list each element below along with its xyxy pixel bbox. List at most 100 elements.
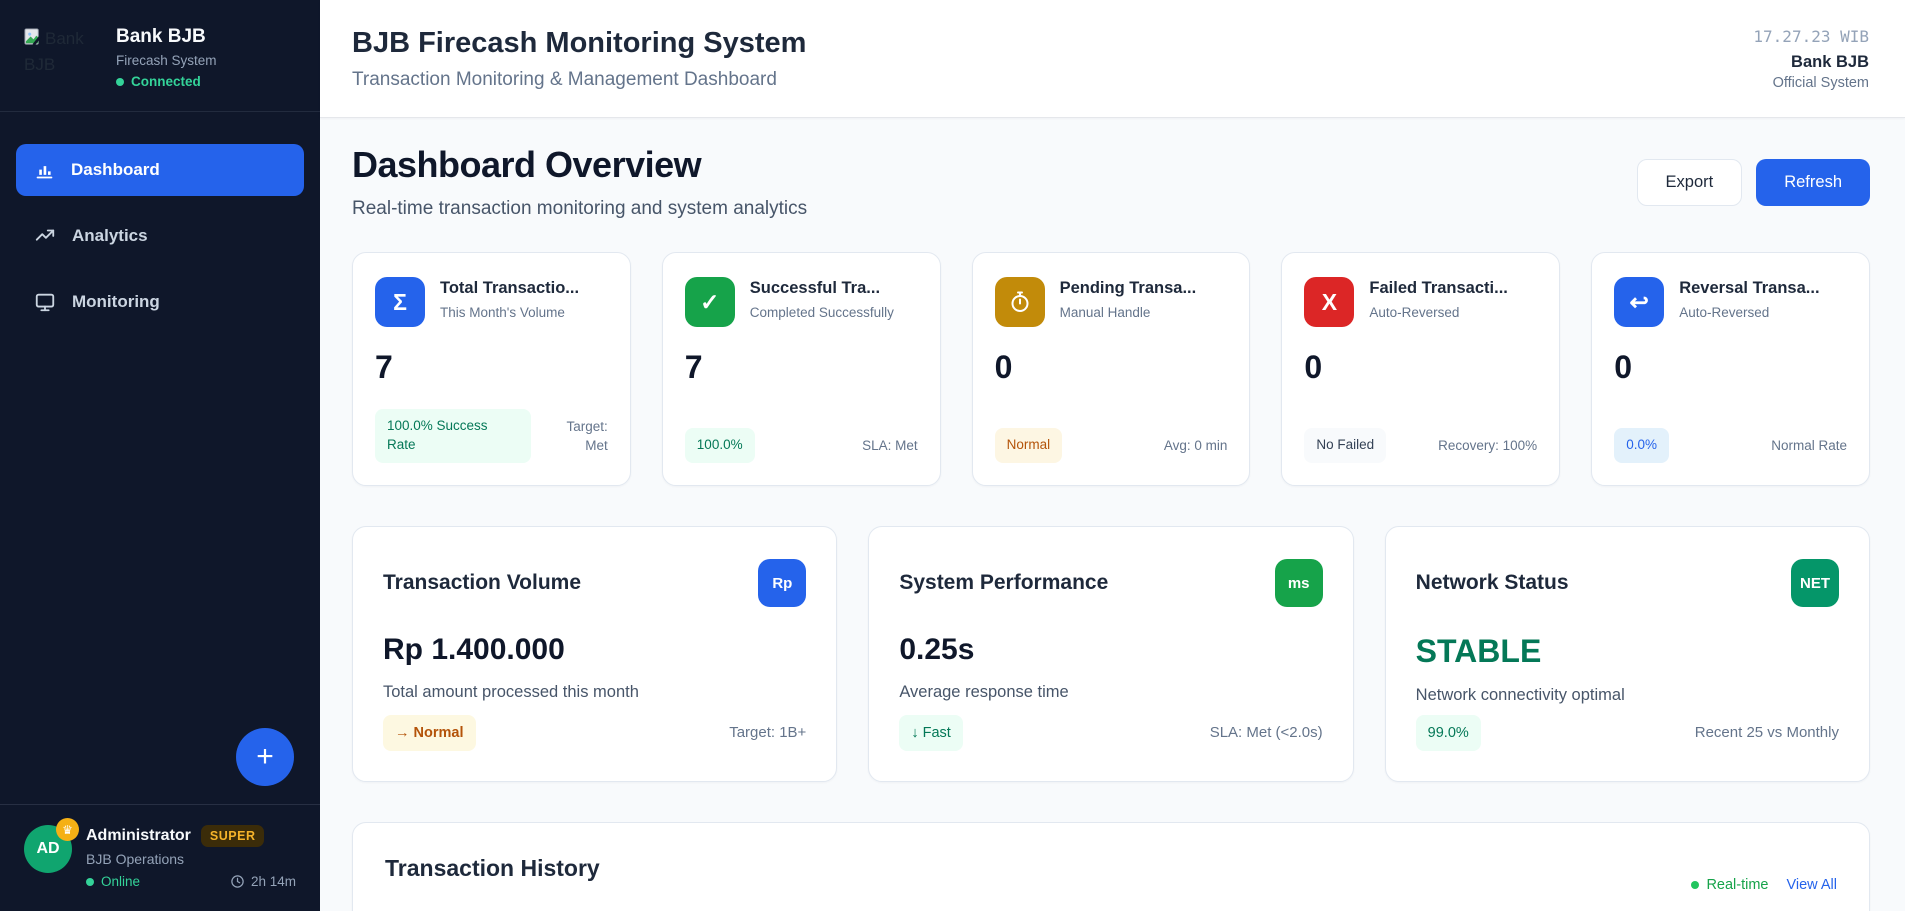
metric-value: STABLE: [1415, 633, 1542, 669]
rupiah-badge-icon: Rp: [758, 559, 807, 607]
status-badge: 100.0%: [684, 428, 755, 463]
clock-time: 17.27.23 WIB: [1753, 26, 1869, 46]
refresh-button[interactable]: Refresh: [1756, 158, 1870, 206]
user-org: BJB Operations: [86, 851, 185, 867]
top-header: BJB Firecash Monitoring System Transacti…: [320, 0, 1905, 118]
session-duration: 2h 14m: [230, 874, 296, 889]
super-badge: SUPER: [200, 825, 265, 847]
overview-titles: Dashboard Overview Real-time transaction…: [352, 144, 807, 220]
stat-card-failed-transactions: X Failed Transacti... Auto-Reversed 0 No…: [1281, 252, 1561, 486]
app-subtitle: Transaction Monitoring & Management Dash…: [352, 68, 777, 90]
metric-value: 0.25s: [899, 633, 975, 666]
metric-desc: Network connectivity optimal: [1415, 686, 1625, 704]
sidebar-item-dashboard[interactable]: Dashboard: [16, 144, 304, 196]
overview-header: Dashboard Overview Real-time transaction…: [352, 144, 1870, 220]
history-title: Transaction History: [385, 855, 600, 881]
stat-note: Recovery: 100%: [1438, 437, 1538, 453]
logo-alt-text: Bank BJB: [24, 29, 84, 74]
page-title: Dashboard Overview: [352, 144, 702, 185]
stat-card-pending-transactions: Pending Transa... Manual Handle 0 Normal…: [971, 252, 1251, 486]
crown-badge-icon: ♛: [56, 818, 79, 841]
add-button[interactable]: +: [236, 728, 294, 786]
online-status: Online: [86, 874, 140, 889]
stopwatch-icon: [994, 277, 1045, 327]
metric-value: Rp 1.400.000: [383, 633, 565, 666]
connected-dot-icon: [116, 77, 124, 86]
trending-up-icon: [35, 229, 55, 241]
transaction-history-card: Transaction History Real-time View All: [352, 822, 1870, 911]
status-badge: Normal: [994, 428, 1063, 463]
session-label: 2h 14m: [250, 874, 296, 889]
view-all-link[interactable]: View All: [1786, 877, 1837, 893]
overview-actions: Export Refresh: [1636, 158, 1870, 206]
reversal-arrow-icon: ↩: [1614, 277, 1665, 327]
user-info: Administrator SUPER BJB Operations Onlin…: [86, 825, 296, 889]
stat-subtitle: Manual Handle: [1059, 305, 1151, 321]
realtime-label: Real-time: [1706, 877, 1769, 893]
metric-cards-row: Transaction Volume Rp Rp 1.400.000 Total…: [352, 526, 1870, 782]
nav-label: Monitoring: [72, 292, 160, 311]
x-mark-icon: X: [1304, 277, 1355, 327]
stat-note: Target: Met: [566, 418, 608, 454]
page-subtitle: Real-time transaction monitoring and sys…: [352, 198, 808, 219]
export-button[interactable]: Export: [1636, 158, 1743, 206]
sidebar-item-analytics[interactable]: Analytics: [16, 210, 304, 262]
trend-badge: 99.0%: [1415, 714, 1481, 751]
sidebar-spacer: [0, 328, 320, 728]
metric-card-system-performance: System Performance ms 0.25s Average resp…: [868, 526, 1354, 782]
bar-chart-icon: [36, 165, 53, 178]
user-panel[interactable]: AD ♛ Administrator SUPER BJB Operations …: [0, 804, 320, 911]
stat-card-reversal-transactions: ↩ Reversal Transa... Auto-Reversed 0 0.0…: [1591, 252, 1870, 486]
stat-value: 7: [684, 349, 703, 385]
stat-value: 0: [994, 349, 1013, 385]
metric-desc: Average response time: [899, 683, 1069, 701]
user-name: Administrator: [86, 827, 191, 844]
connected-label: Connected: [131, 74, 201, 89]
metric-card-transaction-volume: Transaction Volume Rp Rp 1.400.000 Total…: [352, 526, 838, 782]
avatar-initials: AD: [24, 825, 72, 873]
stat-title: Total Transactio...: [440, 279, 580, 297]
metric-title: Network Status: [1415, 571, 1569, 594]
stat-cards-row: Σ Total Transactio... This Month's Volum…: [352, 252, 1870, 486]
stat-note: Normal Rate: [1771, 437, 1847, 453]
main-area: BJB Firecash Monitoring System Transacti…: [320, 0, 1905, 911]
status-badge: 0.0%: [1614, 428, 1669, 463]
fab-row: +: [0, 728, 320, 804]
net-badge-icon: NET: [1791, 559, 1839, 607]
header-org-sub: Official System: [1772, 74, 1869, 91]
ms-badge-icon: ms: [1274, 559, 1323, 607]
monitor-icon: [35, 293, 55, 312]
nav-label: Dashboard: [71, 160, 160, 179]
stat-subtitle: Auto-Reversed: [1679, 305, 1770, 321]
stat-value: 0: [1304, 349, 1323, 385]
check-icon: ✓: [684, 277, 735, 327]
broken-logo-image: Bank BJB: [24, 26, 102, 77]
trend-badge: ↓ Fast: [899, 714, 963, 751]
stat-subtitle: Completed Successfully: [749, 305, 894, 321]
stat-subtitle: This Month's Volume: [440, 305, 565, 321]
stat-title: Successful Tra...: [749, 279, 881, 297]
stat-card-total-transactions: Σ Total Transactio... This Month's Volum…: [352, 252, 631, 486]
realtime-indicator: Real-time: [1691, 877, 1768, 893]
realtime-dot-icon: [1691, 881, 1700, 889]
metric-note: SLA: Met (<2.0s): [1209, 724, 1323, 742]
status-badge: No Failed: [1304, 428, 1387, 463]
metric-note: Target: 1B+: [729, 724, 807, 742]
nav-label: Analytics: [72, 226, 148, 245]
online-label: Online: [101, 874, 141, 889]
avatar: AD ♛: [24, 818, 79, 873]
brand-name: Bank BJB: [116, 26, 206, 47]
stat-value: 0: [1614, 349, 1632, 385]
clock-icon: [231, 875, 244, 888]
status-badge: 100.0% Success Rate: [375, 409, 531, 463]
app-title: BJB Firecash Monitoring System: [352, 26, 807, 59]
sigma-icon: Σ: [375, 277, 425, 327]
stat-note: Avg: 0 min: [1163, 437, 1228, 453]
stat-value: 7: [375, 349, 393, 385]
header-titles: BJB Firecash Monitoring System Transacti…: [352, 27, 806, 91]
stat-note: SLA: Met: [862, 437, 918, 453]
sidebar: Bank BJB Bank BJB Firecash System Connec…: [0, 0, 320, 911]
brand-subtitle: Firecash System: [116, 53, 217, 68]
sidebar-item-monitoring[interactable]: Monitoring: [16, 276, 304, 328]
